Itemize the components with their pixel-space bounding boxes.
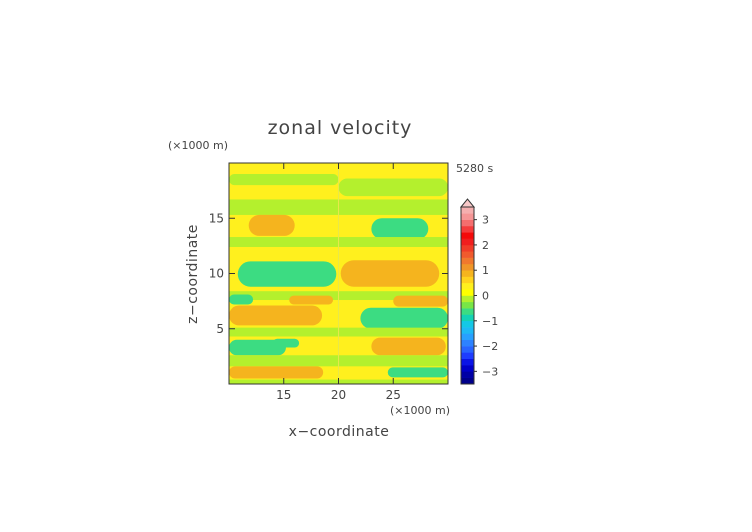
contour-region — [229, 339, 286, 356]
colorbar-tick-label: −2 — [482, 340, 498, 353]
x-tick-label: 20 — [331, 388, 346, 402]
colorbar: 3 2 1 0 −1 −2 −3 — [459, 198, 498, 385]
x-unit-label: (×1000 m) — [390, 404, 450, 417]
plot-area: 15 20 25 5 10 15 — [209, 162, 449, 402]
colorbar-tick-label: 2 — [482, 239, 489, 252]
y-axis: 5 10 15 — [209, 211, 448, 336]
colorbar-swatch — [461, 244, 474, 252]
contour-region — [229, 366, 324, 379]
contour-region — [393, 295, 448, 307]
colorbar-swatch — [461, 232, 474, 239]
colorbar-swatch — [461, 346, 474, 353]
y-unit-label: (×1000 m) — [168, 139, 228, 152]
colorbar-swatch — [461, 213, 474, 220]
time-label: 5280 s — [456, 162, 493, 175]
contour-region — [371, 218, 429, 240]
contour-region — [229, 174, 339, 186]
colorbar-swatch — [461, 327, 474, 334]
y-tick-label: 5 — [216, 322, 224, 336]
colorbar-tick-label: 3 — [482, 214, 489, 227]
colorbar-swatch — [461, 225, 474, 233]
colorbar-swatch — [461, 352, 474, 360]
colorbar-swatch — [461, 207, 474, 214]
colorbar-swatch — [461, 301, 474, 309]
colorbar-swatch — [461, 238, 474, 246]
contour-fill — [229, 163, 448, 384]
colorbar-tick-label: 1 — [482, 264, 489, 277]
y-axis-label: z−coordinate — [185, 224, 201, 324]
x-tick-label: 15 — [276, 388, 291, 402]
colorbar-swatch — [461, 289, 474, 296]
colorbar-swatch — [461, 371, 474, 378]
contour-region — [338, 178, 448, 197]
contour-region — [229, 294, 254, 305]
y-tick-label: 10 — [209, 267, 224, 281]
contour-region — [272, 338, 300, 348]
colorbar-swatch — [461, 308, 474, 315]
colorbar-swatch — [461, 295, 474, 303]
contour-region — [387, 367, 448, 378]
colorbar-swatch — [461, 251, 474, 258]
colorbar-swatch — [461, 314, 474, 322]
x-axis-label: x−coordinate — [289, 424, 390, 440]
colorbar-extend-arrow — [459, 198, 476, 208]
colorbar-swatch — [461, 282, 474, 290]
x-axis: 15 20 25 — [276, 163, 401, 402]
colorbar-tick-label: −3 — [482, 365, 498, 378]
contour-region — [360, 307, 448, 329]
colorbar-swatch — [461, 276, 474, 284]
colorbar-tick-label: 0 — [482, 290, 489, 303]
colorbar-swatch — [461, 358, 474, 366]
colorbar-swatch — [461, 377, 474, 385]
x-tick-label: 25 — [386, 388, 401, 402]
contour-region — [229, 305, 323, 326]
colorbar-swatch — [461, 339, 474, 347]
colorbar-swatch — [461, 320, 474, 328]
contour-region — [340, 260, 440, 287]
colorbar-swatch — [461, 219, 474, 227]
contour-region — [371, 337, 446, 356]
colorbar-tick-label: −1 — [482, 315, 498, 328]
colorbar-swatch — [461, 333, 474, 341]
colorbar-swatch — [461, 270, 474, 277]
contour-region — [237, 261, 337, 287]
colorbar-swatch — [461, 263, 474, 271]
colorbar-swatch — [461, 257, 474, 265]
chart-title: zonal velocity — [268, 117, 413, 139]
colorbar-swatch — [461, 365, 474, 372]
y-tick-label: 15 — [209, 211, 224, 225]
contour-region — [248, 214, 295, 236]
contour-region — [289, 295, 334, 305]
